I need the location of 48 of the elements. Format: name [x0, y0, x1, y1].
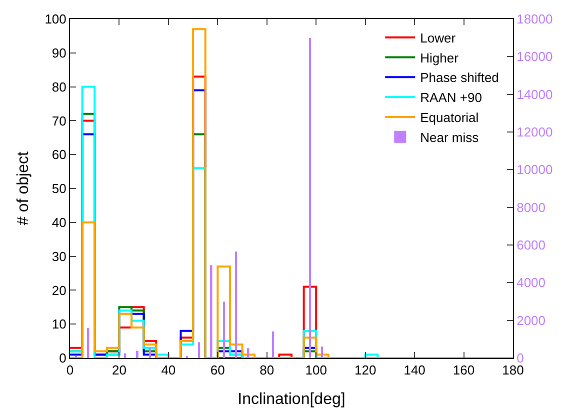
x-tick-label: 80: [260, 362, 274, 378]
y2-tick-label: 10000: [516, 162, 553, 178]
bar: [272, 331, 274, 358]
legend-label: Lower: [420, 30, 456, 46]
y2-tick-label: 18000: [516, 12, 553, 27]
bar: [247, 348, 250, 358]
x-tick-label: 40: [161, 362, 176, 378]
y-tick-label: 90: [52, 45, 66, 60]
legend-label: Higher: [420, 50, 460, 66]
y-tick-label: 20: [52, 282, 66, 298]
y-tick-label: 60: [52, 147, 66, 162]
y-tick-label: 70: [52, 113, 66, 128]
y2-tick-label: 16000: [516, 49, 553, 64]
x-tick-label: 160: [452, 362, 475, 378]
x-axis-title: Inclination[deg]: [238, 391, 346, 408]
y2-tick-label: 12000: [516, 124, 553, 140]
legend-label: Equatorial: [420, 110, 479, 126]
y-axis-title: # of object: [15, 151, 32, 226]
x-tick-label: 140: [404, 362, 426, 378]
x-tick-label: 100: [305, 362, 327, 378]
bar: [223, 302, 225, 358]
legend-label: Near miss: [420, 130, 480, 145]
y-tick-label: 10: [52, 316, 66, 332]
legend-label: RAAN +90: [420, 90, 482, 106]
bar: [321, 346, 323, 358]
x-tick-label: 60: [210, 362, 225, 378]
y-tick-label: 100: [44, 12, 66, 27]
bar: [210, 265, 212, 358]
bar: [87, 328, 90, 358]
bar: [198, 342, 200, 358]
legend-label: Phase shifted: [420, 70, 499, 86]
y-tick-label: 30: [52, 248, 66, 264]
y-tick-label: 50: [52, 181, 66, 196]
y2-tick-label: 14000: [516, 86, 553, 102]
y2-tick-label: 2000: [516, 312, 546, 328]
y-tick-label: 40: [52, 214, 66, 230]
bar: [149, 348, 151, 358]
y-tick-label: 0: [59, 350, 66, 366]
bar: [235, 252, 237, 358]
x-tick-label: 20: [112, 362, 126, 378]
bar: [309, 38, 311, 358]
bar: [136, 350, 138, 358]
y2-tick-label: 6000: [516, 238, 546, 253]
y-tick-label: 80: [52, 79, 66, 94]
bar: [124, 353, 126, 358]
y2-tick-label: 8000: [516, 200, 546, 215]
x-tick-label: 120: [354, 362, 376, 378]
y2-tick-label: 4000: [516, 275, 546, 290]
